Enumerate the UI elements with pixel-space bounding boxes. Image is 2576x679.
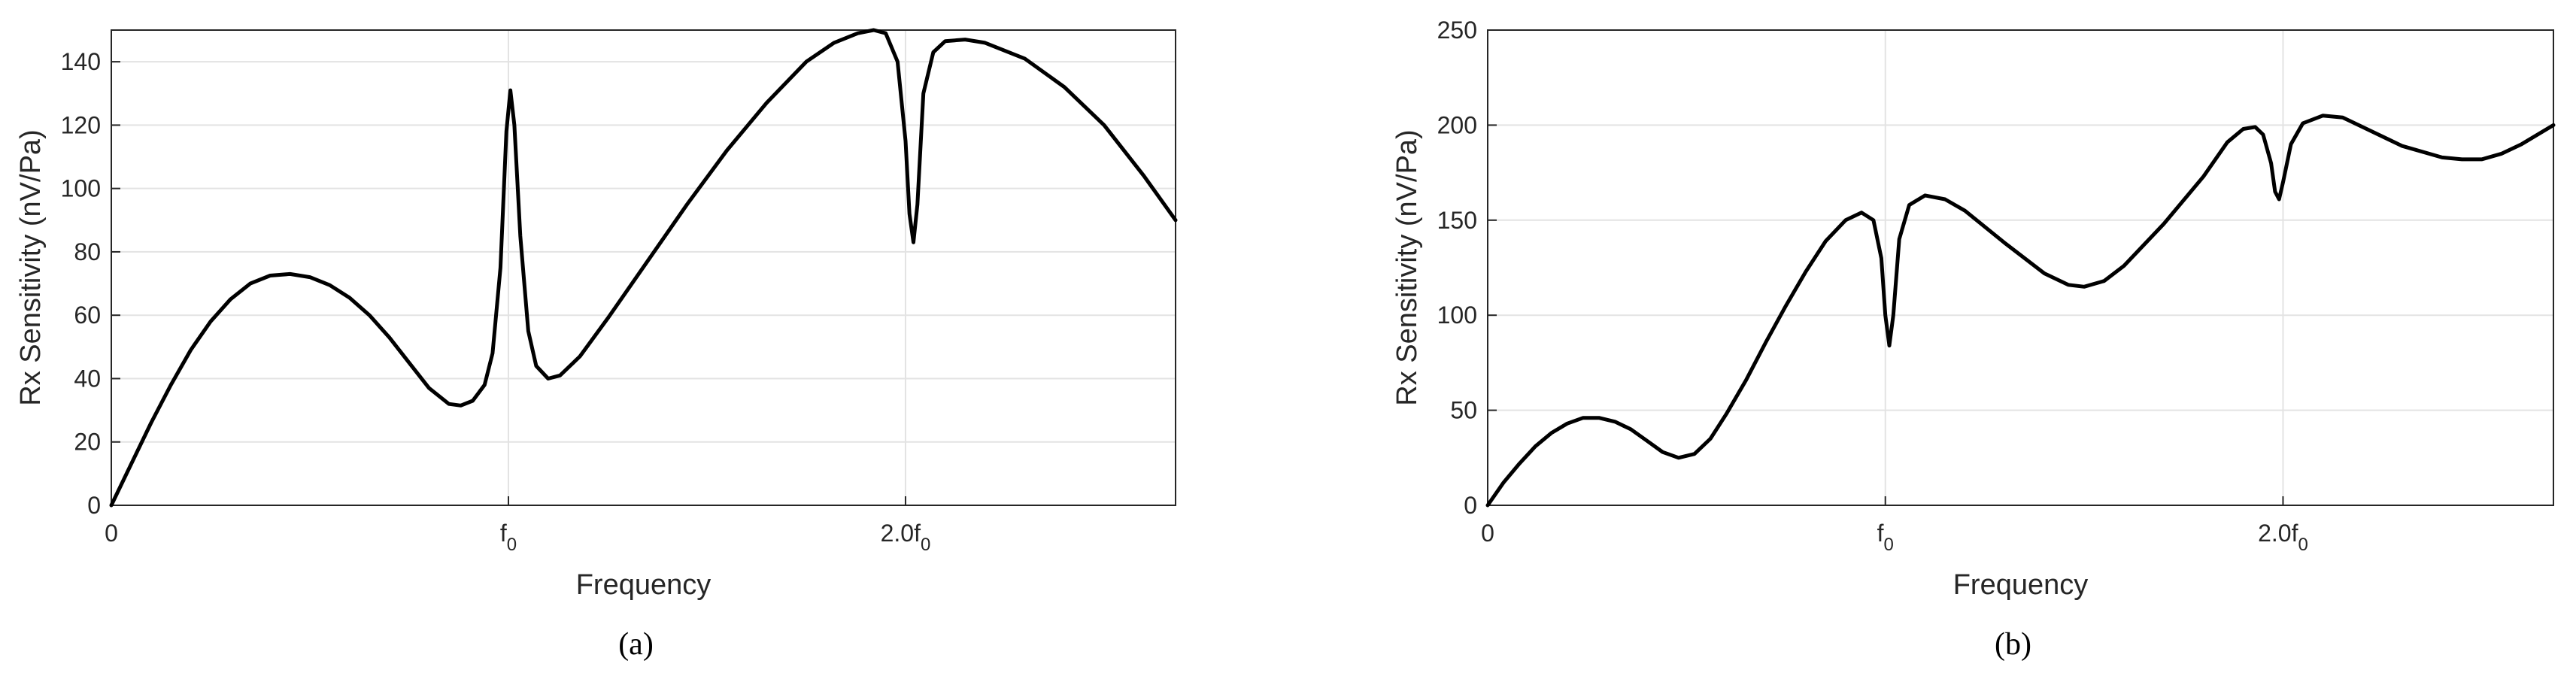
y-tick-label: 100	[61, 175, 101, 202]
x-tick-label: 0	[105, 520, 118, 547]
y-tick-label: 0	[1464, 492, 1477, 519]
y-tick-label: 250	[1437, 17, 1477, 44]
y-tick-label: 150	[1437, 207, 1477, 234]
y-tick-label: 50	[1450, 397, 1477, 424]
plot-frame	[1487, 29, 2554, 506]
panel-label-a: (a)	[618, 627, 654, 662]
x-tick-label: 2.0f0	[2258, 520, 2308, 555]
y-tick-label: 60	[74, 302, 101, 329]
y-tick-label: 200	[1437, 111, 1477, 138]
plot-frame	[111, 29, 1176, 506]
x-axis-label: Frequency	[1953, 569, 2089, 601]
y-axis-label: Rx Sensitivity (nV/Pa)	[15, 129, 47, 405]
panel-label-b: (b)	[1995, 627, 2031, 662]
y-tick-label: 140	[61, 48, 101, 75]
x-tick-label: f0	[500, 520, 517, 555]
series-line	[1485, 114, 2556, 508]
y-tick-label: 40	[74, 365, 101, 392]
x-tick-label: f0	[1877, 520, 1894, 555]
chart-panel-a: 0 20 40 60 80 100 120 140 0 f0 2.0f0 Frequency Rx Se…	[15, 28, 1178, 662]
y-axis-label: Rx Sensitivity (nV/Pa)	[1391, 129, 1423, 405]
y-tick-label: 20	[74, 429, 101, 456]
y-tick-label: 0	[87, 492, 101, 519]
series-line	[109, 28, 1178, 508]
y-tick-label: 120	[61, 111, 101, 138]
y-tick-label: 100	[1437, 302, 1477, 329]
chart-panel-b: 0 50 100 150 200 250 0 f0 2.0f0 Frequency Rx Sensi…	[1391, 17, 2556, 662]
x-tick-label: 0	[1481, 520, 1494, 547]
y-tick-label: 80	[74, 238, 101, 265]
x-axis-label: Frequency	[576, 569, 712, 601]
x-tick-label: 2.0f0	[881, 520, 931, 555]
